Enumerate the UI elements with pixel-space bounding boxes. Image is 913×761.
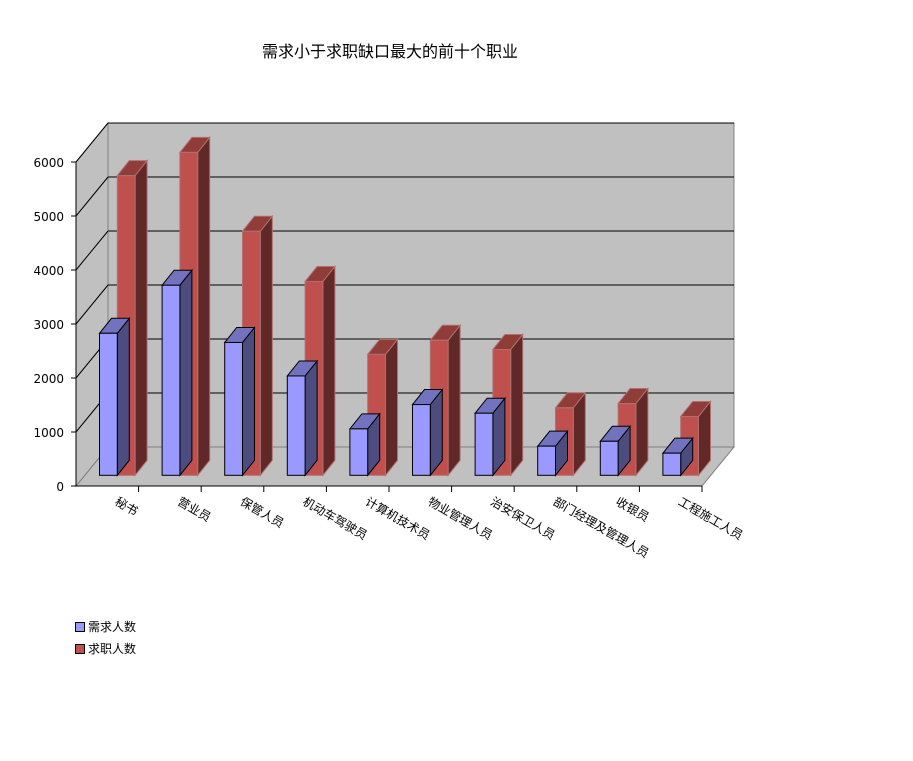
- bar-demand: [474, 412, 494, 476]
- bar-demand: [662, 452, 682, 476]
- y-tick-label: 4000: [33, 264, 64, 278]
- bar-side: [385, 337, 398, 477]
- bar-side: [322, 265, 336, 477]
- bar-side: [447, 323, 461, 477]
- bar-side: [179, 268, 193, 477]
- bar-demand: [412, 404, 431, 476]
- x-tick-label: 物业管理人员: [426, 494, 496, 543]
- x-tick-label: 机动车驾驶员: [300, 494, 370, 543]
- x-tick-label: 收银员: [613, 494, 651, 524]
- bar-demand: [99, 332, 118, 476]
- legend-swatch: [75, 621, 85, 632]
- y-tick-label: 0: [56, 480, 64, 494]
- x-tick-label: 治安保卫人员: [488, 494, 558, 543]
- gridline: [75, 230, 109, 271]
- y-tick-label: 5000: [33, 210, 64, 224]
- x-tick-label: 工程施工人员: [676, 494, 746, 543]
- y-tick-label: 6000: [33, 156, 64, 170]
- gridline: [75, 122, 109, 163]
- bar-side: [116, 316, 130, 477]
- gridline: [75, 284, 109, 325]
- bar-demand: [349, 428, 369, 476]
- bar-side: [510, 333, 524, 477]
- bar-side: [134, 159, 148, 477]
- x-tick-label: 秘书: [113, 494, 141, 518]
- y-tick-label: 2000: [33, 372, 64, 386]
- bar-demand: [286, 375, 306, 476]
- chart-title: 需求小于求职缺口最大的前十个职业: [261, 42, 518, 61]
- y-tick-label: 3000: [33, 318, 64, 332]
- legend-item-demand: 需求人数: [75, 618, 136, 635]
- gridline: [75, 176, 109, 217]
- bar-demand: [537, 445, 557, 476]
- bar-side: [304, 359, 318, 477]
- bar-demand: [161, 284, 181, 476]
- bar-side: [197, 135, 211, 477]
- legend-label: 求职人数: [88, 642, 137, 656]
- legend-swatch: [75, 643, 85, 654]
- bar-side: [259, 214, 273, 477]
- y-tick-label: 1000: [33, 426, 64, 440]
- x-tick-label: 保管人员: [238, 494, 287, 531]
- bar-demand: [599, 440, 619, 476]
- legend-item-applicants: 求职人数: [75, 640, 136, 657]
- legend-label: 需求人数: [88, 620, 137, 634]
- bar-demand: [224, 341, 243, 476]
- x-tick-label: 计算机技术员: [363, 494, 433, 543]
- bar-side: [242, 326, 255, 477]
- x-tick-label: 营业员: [175, 494, 213, 524]
